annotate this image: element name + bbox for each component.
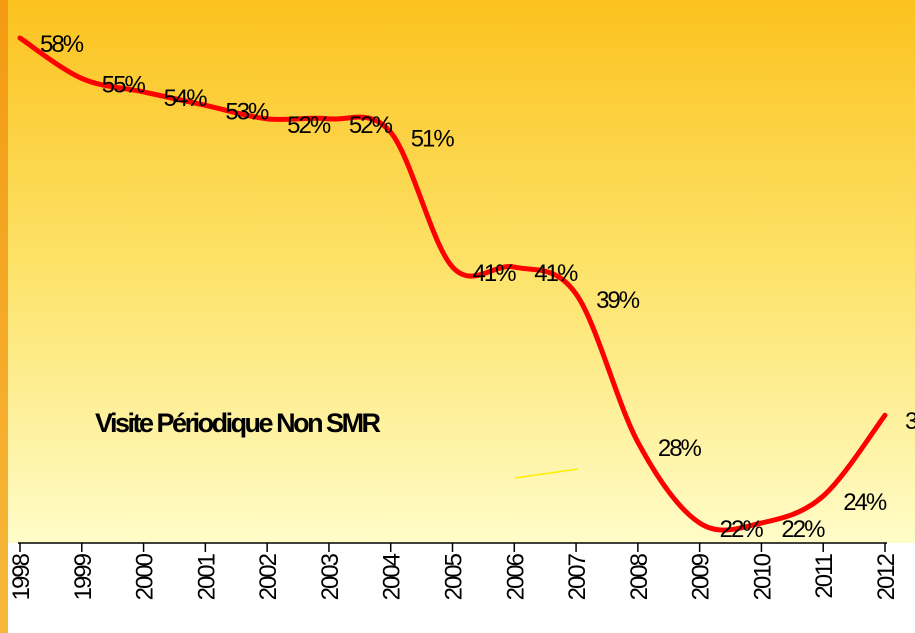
x-tick-label: 2004: [379, 553, 406, 600]
data-label: 39%: [596, 287, 640, 314]
data-label: 22%: [781, 516, 825, 543]
data-label: 51%: [411, 125, 455, 152]
x-tick-label: 2009: [688, 553, 715, 600]
data-label: 55%: [102, 71, 146, 98]
side-strip: [0, 0, 8, 633]
data-label: 41%: [473, 260, 517, 287]
x-tick-label: 2003: [317, 553, 344, 600]
x-tick-label: 2008: [626, 553, 653, 600]
data-label: 52%: [349, 112, 393, 139]
x-tick-label: 2000: [132, 553, 159, 600]
x-tick-label: 2011: [811, 553, 838, 598]
line: [17, 35, 888, 533]
data-label: 30%: [905, 408, 915, 435]
chart-title: Visite Périodique Non SMR: [95, 408, 381, 438]
data-label: 24%: [843, 489, 887, 516]
x-tick-label: 2010: [749, 553, 776, 600]
data-label: 22%: [720, 516, 764, 543]
x-tick-label: 2007: [564, 553, 591, 600]
x-tick-label: 1998: [8, 553, 35, 600]
x-tick-label: 2002: [255, 553, 282, 600]
x-tick-label: 2005: [441, 553, 468, 600]
data-label: 58%: [40, 31, 84, 58]
x-tick-label: 2001: [193, 553, 220, 600]
data-label: 53%: [225, 98, 269, 125]
data-label: 28%: [658, 435, 702, 462]
data-label: 54%: [164, 85, 208, 112]
x-tick-label: 2006: [502, 553, 529, 600]
decoration: [514, 468, 579, 479]
x-tick-label: 2012: [873, 553, 900, 600]
x-tick-label: 1999: [70, 553, 97, 600]
data-label: 52%: [287, 112, 331, 139]
data-label: 41%: [534, 260, 578, 287]
